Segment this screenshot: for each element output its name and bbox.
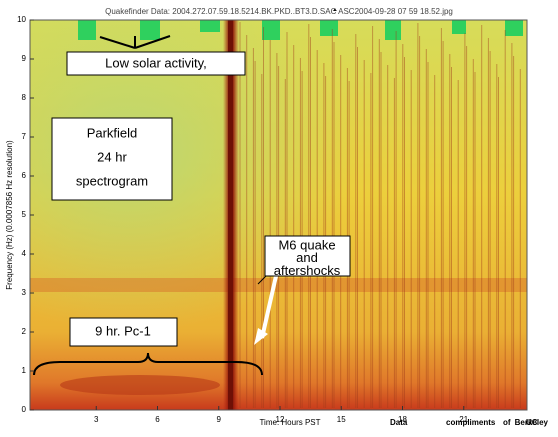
annotation-text: 24 hr bbox=[97, 149, 127, 164]
y-tick-label: 1 bbox=[22, 366, 27, 375]
y-tick-label: 6 bbox=[22, 171, 27, 180]
credit-word: Berkeley bbox=[515, 418, 549, 427]
annotation-text: M6 quake bbox=[278, 237, 335, 252]
x-tick-label: 12 bbox=[276, 415, 285, 424]
x-axis-label: Time: Hours PST bbox=[259, 418, 320, 427]
x-tick-label: 6 bbox=[155, 415, 160, 424]
spectrogram bbox=[30, 20, 527, 410]
annotation-low-solar bbox=[66, 35, 246, 76]
annotation-box bbox=[51, 117, 173, 201]
annotation-text: 9 hr. Pc-1 bbox=[95, 323, 151, 338]
y-tick-label: 4 bbox=[22, 249, 27, 258]
annotation-quake bbox=[254, 235, 351, 345]
annotation-pc1 bbox=[33, 317, 263, 376]
annotation-text: and bbox=[296, 250, 318, 265]
x-tick-label: 9 bbox=[217, 415, 222, 424]
annotation-text: spectrogram bbox=[76, 173, 148, 188]
y-tick-label: 10 bbox=[17, 15, 26, 24]
y-axis-label: Frequency (Hz) (0.0007856 Hz resolution) bbox=[5, 140, 14, 290]
x-tick-label: 18 bbox=[398, 415, 407, 424]
y-tick-label: 5 bbox=[22, 210, 27, 219]
y-tick-label: 0 bbox=[22, 405, 27, 414]
y-tick-label: 2 bbox=[22, 327, 27, 336]
credit-word: of bbox=[503, 418, 511, 427]
chart-title: Quakefinder Data: 2004.272.07.59.18.5214… bbox=[105, 7, 453, 16]
credit-word: compliments bbox=[446, 418, 496, 427]
x-tick-label: 21 bbox=[459, 415, 468, 424]
y-tick-label: 3 bbox=[22, 288, 27, 297]
credit-word: UC bbox=[526, 418, 538, 427]
x-tick-label: 3 bbox=[94, 415, 99, 424]
y-tick-label: 7 bbox=[22, 132, 27, 141]
y-tick-label: 9 bbox=[22, 54, 27, 63]
header-clip bbox=[0, 0, 558, 9]
annotation-text: Parkfield bbox=[87, 125, 138, 140]
annotation-text: aftershocks bbox=[274, 263, 341, 278]
credit-word: Data bbox=[390, 418, 408, 427]
annotation-text: Low solar activity, bbox=[105, 55, 207, 70]
x-tick-label: 15 bbox=[337, 415, 346, 424]
y-tick-label: 8 bbox=[22, 93, 27, 102]
